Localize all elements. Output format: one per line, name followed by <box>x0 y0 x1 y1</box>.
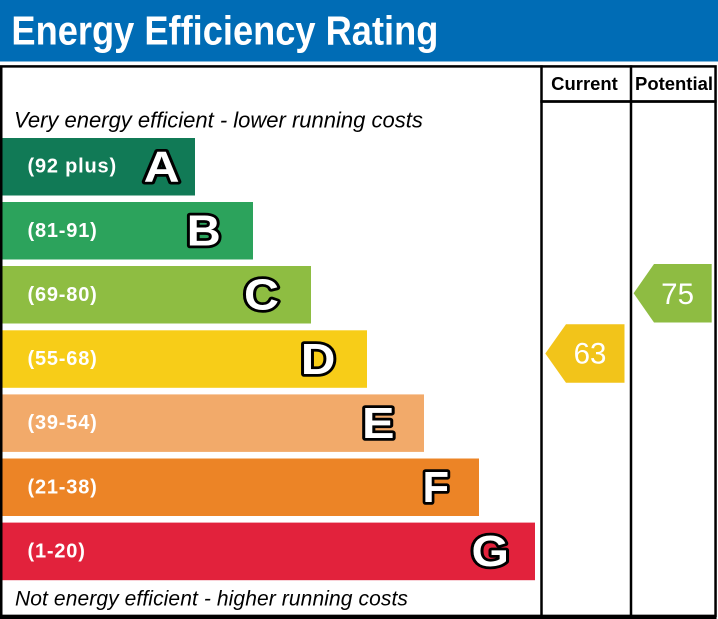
svg-text:Potential: Potential <box>635 74 713 94</box>
svg-text:Current: Current <box>551 74 618 94</box>
svg-text:C: C <box>244 272 279 320</box>
svg-text:G: G <box>472 528 510 576</box>
svg-text:(92 plus): (92 plus) <box>28 156 117 178</box>
svg-text:63: 63 <box>574 338 607 371</box>
svg-text:(21-38): (21-38) <box>28 476 98 498</box>
svg-text:Very energy efficient - lower: Very energy efficient - lower running co… <box>14 107 423 132</box>
svg-text:75: 75 <box>661 278 694 311</box>
svg-text:B: B <box>187 208 221 256</box>
svg-text:A: A <box>144 143 180 191</box>
svg-text:E: E <box>362 400 395 448</box>
svg-text:Energy Efficiency Rating: Energy Efficiency Rating <box>11 8 438 54</box>
svg-text:F: F <box>423 464 450 512</box>
svg-text:(81-91): (81-91) <box>28 220 98 242</box>
svg-text:(55-68): (55-68) <box>28 348 98 370</box>
svg-text:(69-80): (69-80) <box>28 284 98 306</box>
svg-text:(1-20): (1-20) <box>28 540 86 562</box>
svg-text:Not energy efficient - higher: Not energy efficient - higher running co… <box>15 588 408 611</box>
svg-text:D: D <box>301 336 336 384</box>
svg-text:(39-54): (39-54) <box>28 412 98 434</box>
